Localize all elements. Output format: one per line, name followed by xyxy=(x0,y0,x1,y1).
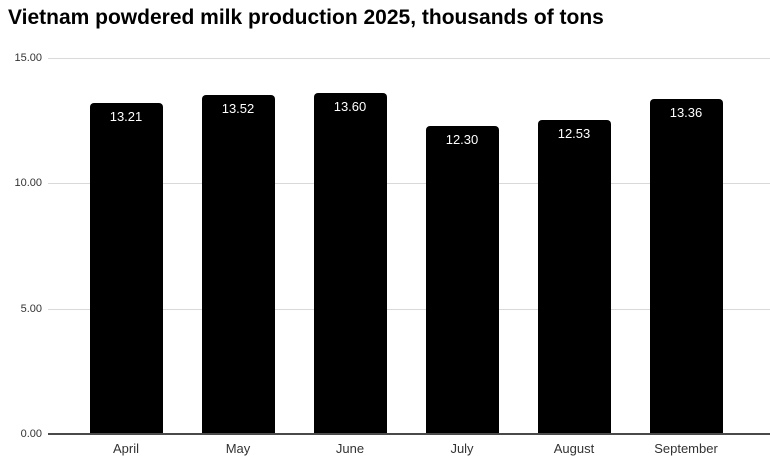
chart-title: Vietnam powdered milk production 2025, t… xyxy=(8,6,604,29)
bar-value-label: 13.52 xyxy=(221,101,255,117)
bar-value-label: 13.21 xyxy=(109,108,143,124)
bar-april: 13.21 xyxy=(89,102,163,434)
y-axis-tick-label: 0.00 xyxy=(20,428,42,440)
bar-august: 12.53 xyxy=(537,119,611,434)
bar-june: 13.60 xyxy=(313,93,387,434)
bar-value-label: 12.53 xyxy=(557,125,591,141)
x-axis-label: May xyxy=(225,441,251,456)
y-axis-tick-label: 10.00 xyxy=(14,177,42,190)
gridline xyxy=(48,183,770,185)
x-axis-label: July xyxy=(450,441,474,456)
gridline xyxy=(48,308,770,310)
bar-may: 13.52 xyxy=(201,95,275,434)
bar-july: 12.30 xyxy=(425,125,499,434)
bar-value-label: 12.30 xyxy=(445,131,479,147)
x-axis-label: September xyxy=(654,441,718,456)
x-axis-label: June xyxy=(335,441,365,456)
bar-september: 13.36 xyxy=(649,99,723,434)
x-axis-label: April xyxy=(112,441,140,456)
bar-value-label: 13.60 xyxy=(333,99,367,115)
y-axis-tick-label: 5.00 xyxy=(20,302,42,315)
y-axis-tick-label: 15.00 xyxy=(14,52,42,64)
bar-value-label: 13.36 xyxy=(669,105,703,121)
x-axis-label: August xyxy=(553,441,595,456)
gridline xyxy=(48,58,770,59)
x-axis-line xyxy=(48,433,770,435)
